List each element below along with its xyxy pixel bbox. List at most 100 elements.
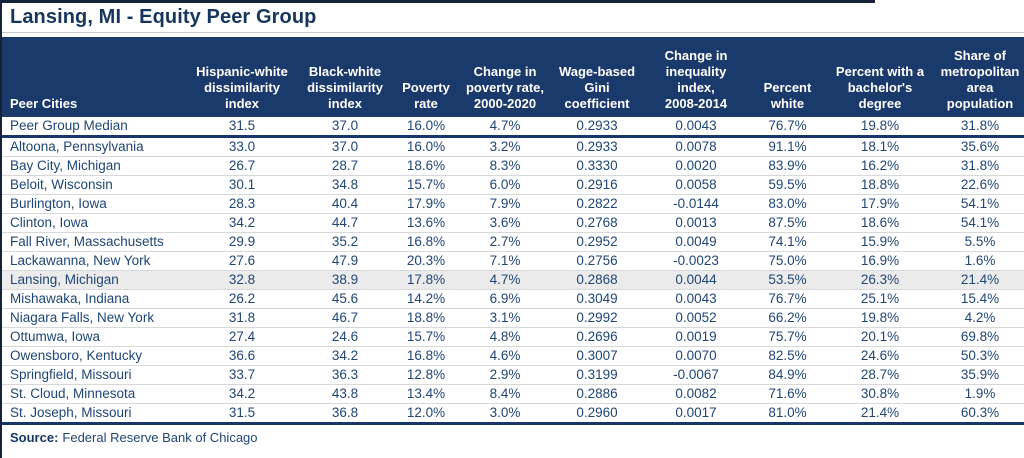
value-cell: 0.0049 xyxy=(643,232,749,252)
value-cell: 36.3 xyxy=(297,365,393,385)
value-cell: 19.8% xyxy=(826,308,934,328)
value-cell: 53.5% xyxy=(749,270,826,290)
city-cell: Burlington, Iowa xyxy=(2,194,187,214)
value-cell: 37.0 xyxy=(297,136,393,157)
value-cell: 0.2992 xyxy=(551,308,643,328)
city-cell: St. Joseph, Missouri xyxy=(2,403,187,425)
value-cell: 18.6% xyxy=(393,156,459,176)
value-cell: 0.0082 xyxy=(643,384,749,404)
value-cell: 18.6% xyxy=(826,213,934,233)
value-cell: 2.7% xyxy=(459,232,551,252)
value-cell: 36.8 xyxy=(297,403,393,425)
column-header: Black-white dissimilarity index xyxy=(297,37,393,117)
value-cell: 17.8% xyxy=(393,270,459,290)
value-cell: 47.9 xyxy=(297,251,393,271)
value-cell: 26.2 xyxy=(187,289,297,309)
value-cell: 16.8% xyxy=(393,346,459,366)
value-cell: 4.6% xyxy=(459,346,551,366)
value-cell: 20.3% xyxy=(393,251,459,271)
value-cell: 24.6% xyxy=(826,346,934,366)
value-cell: 20.1% xyxy=(826,327,934,347)
value-cell: 15.7% xyxy=(393,175,459,195)
value-cell: 33.0 xyxy=(187,136,297,157)
value-cell: 35.2 xyxy=(297,232,393,252)
city-cell: Lackawanna, New York xyxy=(2,251,187,271)
value-cell: 31.5 xyxy=(187,117,297,138)
value-cell: 0.3007 xyxy=(551,346,643,366)
value-cell: 18.8% xyxy=(393,308,459,328)
value-cell: 0.0070 xyxy=(643,346,749,366)
value-cell: 12.0% xyxy=(393,403,459,425)
source-text: Federal Reserve Bank of Chicago xyxy=(62,430,258,445)
table-row: Ottumwa, Iowa 27.4 24.6 15.7% 4.8% 0.2696 0.00… xyxy=(2,327,1024,347)
value-cell: 31.8 xyxy=(187,308,297,328)
peer-group-table: Peer Cities Hispanic-white dissimilarity … xyxy=(2,37,1024,425)
value-cell: 34.2 xyxy=(297,346,393,366)
value-cell: 8.4% xyxy=(459,384,551,404)
value-cell: 1.9% xyxy=(934,384,1024,404)
median-row: Peer Group Median 31.5 37.0 16.0% 4.7% 0.2933… xyxy=(2,117,1024,138)
value-cell: 25.1% xyxy=(826,289,934,309)
value-cell: 37.0 xyxy=(297,117,393,138)
value-cell: 18.8% xyxy=(826,175,934,195)
value-cell: 0.2960 xyxy=(551,403,643,425)
value-cell: 2.9% xyxy=(459,365,551,385)
value-cell: 71.6% xyxy=(749,384,826,404)
value-cell: 5.5% xyxy=(934,232,1024,252)
table-body: Peer Group Median 31.5 37.0 16.0% 4.7% 0.2933… xyxy=(2,117,1024,425)
value-cell: 32.8 xyxy=(187,270,297,290)
city-cell: Fall River, Massachusetts xyxy=(2,232,187,252)
city-cell: St. Cloud, Minnesota xyxy=(2,384,187,404)
value-cell: 17.9% xyxy=(393,194,459,214)
value-cell: 1.6% xyxy=(934,251,1024,271)
value-cell: 30.1 xyxy=(187,175,297,195)
column-header: Peer Cities xyxy=(2,37,187,117)
value-cell: 27.6 xyxy=(187,251,297,271)
value-cell: 3.1% xyxy=(459,308,551,328)
value-cell: 0.2933 xyxy=(551,117,643,138)
value-cell: 29.9 xyxy=(187,232,297,252)
value-cell: 36.6 xyxy=(187,346,297,366)
table-row: Lackawanna, New York 27.6 47.9 20.3% 7.1% 0.2… xyxy=(2,251,1024,271)
value-cell: 16.0% xyxy=(393,117,459,138)
value-cell: 69.8% xyxy=(934,327,1024,347)
value-cell: 38.9 xyxy=(297,270,393,290)
value-cell: 28.3 xyxy=(187,194,297,214)
value-cell: 3.2% xyxy=(459,136,551,157)
column-header: Poverty rate xyxy=(393,37,459,117)
value-cell: 54.1% xyxy=(934,213,1024,233)
value-cell: 66.2% xyxy=(749,308,826,328)
value-cell: 18.1% xyxy=(826,136,934,157)
city-cell: Springfield, Missouri xyxy=(2,365,187,385)
value-cell: 14.2% xyxy=(393,289,459,309)
value-cell: 0.0017 xyxy=(643,403,749,425)
table-row: Owensboro, Kentucky 36.6 34.2 16.8% 4.6% 0.30… xyxy=(2,346,1024,366)
value-cell: 19.8% xyxy=(826,117,934,138)
column-header: Percent white xyxy=(749,37,826,117)
value-cell: 30.8% xyxy=(826,384,934,404)
table-row: Altoona, Pennsylvania 33.0 37.0 16.0% 3.2% 0.… xyxy=(2,136,1024,157)
city-cell: Mishawaka, Indiana xyxy=(2,289,187,309)
value-cell: 31.8% xyxy=(934,117,1024,138)
city-cell: Beloit, Wisconsin xyxy=(2,175,187,195)
value-cell: 26.3% xyxy=(826,270,934,290)
value-cell: 0.2916 xyxy=(551,175,643,195)
value-cell: 35.9% xyxy=(934,365,1024,385)
column-header: Percent with a bachelor's degree xyxy=(826,37,934,117)
value-cell: 84.9% xyxy=(749,365,826,385)
value-cell: 0.2952 xyxy=(551,232,643,252)
value-cell: 15.9% xyxy=(826,232,934,252)
value-cell: 60.3% xyxy=(934,403,1024,425)
column-header: Share of metropolitan area population xyxy=(934,37,1024,117)
value-cell: 4.8% xyxy=(459,327,551,347)
value-cell: 76.7% xyxy=(749,117,826,138)
value-cell: 27.4 xyxy=(187,327,297,347)
value-cell: 59.5% xyxy=(749,175,826,195)
value-cell: 0.2933 xyxy=(551,136,643,157)
table-row: Burlington, Iowa 28.3 40.4 17.9% 7.9% 0.2822-… xyxy=(2,194,1024,214)
city-cell: Lansing, Michigan xyxy=(2,270,187,290)
table-row: Bay City, Michigan 26.7 28.7 18.6% 8.3% 0.333… xyxy=(2,156,1024,176)
value-cell: 44.7 xyxy=(297,213,393,233)
table-row: Mishawaka, Indiana 26.2 45.6 14.2% 6.9% 0.304… xyxy=(2,289,1024,309)
